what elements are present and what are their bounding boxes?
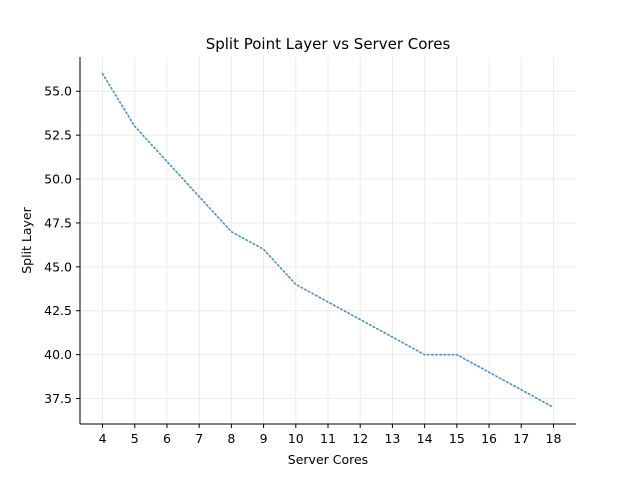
x-tick-label: 17 bbox=[513, 431, 529, 446]
y-tick-label: 37.5 bbox=[44, 391, 72, 406]
chart-title: Split Point Layer vs Server Cores bbox=[206, 35, 451, 53]
series bbox=[101, 72, 555, 409]
x-tick-label: 13 bbox=[384, 431, 400, 446]
x-tick-label: 8 bbox=[227, 431, 235, 446]
x-tick-label: 12 bbox=[352, 431, 368, 446]
y-ticks: 37.5 40.0 42.5 45.0 47.5 50.0 52.5 55.0 bbox=[44, 84, 80, 406]
x-tick-label: 11 bbox=[320, 431, 336, 446]
x-axis-label: Server Cores bbox=[288, 452, 368, 467]
x-tick-label: 5 bbox=[131, 431, 139, 446]
x-tick-label: 6 bbox=[163, 431, 171, 446]
x-tick-label: 10 bbox=[288, 431, 304, 446]
y-tick-label: 45.0 bbox=[44, 259, 72, 274]
x-tick-label: 7 bbox=[195, 431, 203, 446]
x-tick-label: 15 bbox=[449, 431, 465, 446]
y-tick-label: 40.0 bbox=[44, 347, 72, 362]
x-tick-label: 18 bbox=[546, 431, 562, 446]
y-tick-label: 55.0 bbox=[44, 84, 72, 99]
y-tick-label: 47.5 bbox=[44, 215, 72, 230]
x-tick-label: 16 bbox=[481, 431, 497, 446]
y-tick-label: 52.5 bbox=[44, 128, 72, 143]
x-tick-label: 4 bbox=[99, 431, 107, 446]
x-tick-label: 14 bbox=[417, 431, 433, 446]
series-line bbox=[101, 72, 555, 409]
y-tick-label: 50.0 bbox=[44, 172, 72, 187]
x-ticks: 4 5 6 7 8 9 10 11 12 13 14 15 16 17 18 bbox=[99, 424, 562, 446]
y-axis-label: Split Layer bbox=[19, 206, 34, 273]
grid bbox=[80, 57, 576, 424]
x-tick-label: 9 bbox=[260, 431, 268, 446]
y-tick-label: 42.5 bbox=[44, 303, 72, 318]
